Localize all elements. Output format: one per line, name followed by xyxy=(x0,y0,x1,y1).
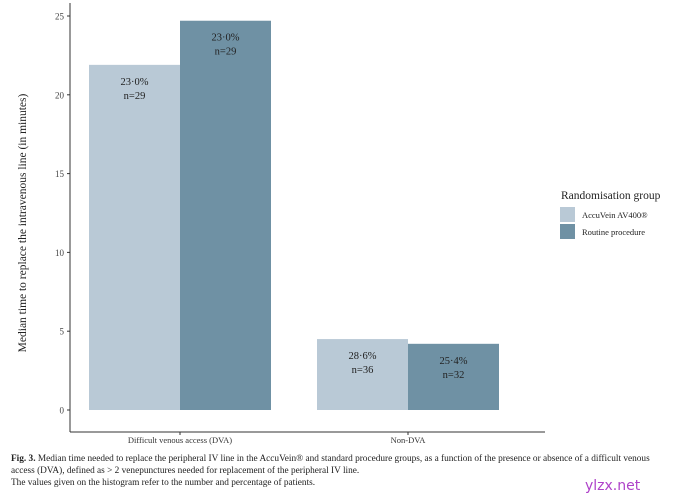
y-tick-label: 5 xyxy=(60,327,65,337)
bar xyxy=(408,343,499,410)
legend-title: Randomisation group xyxy=(561,190,661,202)
watermark: ylzx.net xyxy=(585,478,641,494)
bar-label-percent: 25·4% xyxy=(440,356,468,367)
caption-text: Median time needed to replace the periph… xyxy=(11,454,650,476)
y-tick-label: 0 xyxy=(60,406,65,416)
bar xyxy=(180,20,271,411)
legend-label: Routine procedure xyxy=(582,227,645,237)
y-tick-label: 10 xyxy=(55,248,65,258)
bar-label-percent: 28·6% xyxy=(349,351,377,362)
bar-label-n: n=29 xyxy=(124,91,146,102)
bar xyxy=(89,64,180,410)
bar xyxy=(317,339,408,410)
y-axis-label: Median time to replace the intravenous l… xyxy=(17,93,29,352)
caption-label: Fig. 3. xyxy=(11,454,36,464)
bar-label-percent: 23·0% xyxy=(121,77,149,88)
y-tick-label: 15 xyxy=(55,169,65,179)
legend-swatch xyxy=(560,224,575,239)
y-tick-label: 25 xyxy=(55,12,65,22)
legend-swatch xyxy=(560,207,575,222)
caption-note: The values given on the histogram refer … xyxy=(11,478,316,488)
bar-label-percent: 23·0% xyxy=(212,33,240,44)
x-tick-label: Non-DVA xyxy=(391,435,427,445)
bar-label-n: n=32 xyxy=(443,370,465,381)
x-tick-label: Difficult venous access (DVA) xyxy=(128,435,232,445)
figure-caption: Fig. 3. Median time needed to replace th… xyxy=(11,453,671,489)
y-tick-label: 20 xyxy=(55,90,65,100)
bar-label-n: n=29 xyxy=(215,47,237,58)
bar-label-n: n=36 xyxy=(352,365,374,376)
bar-chart: 0 5 10 15 20 25 Median time to replace the int… xyxy=(17,3,661,445)
legend-label: AccuVein AV400® xyxy=(582,210,648,220)
